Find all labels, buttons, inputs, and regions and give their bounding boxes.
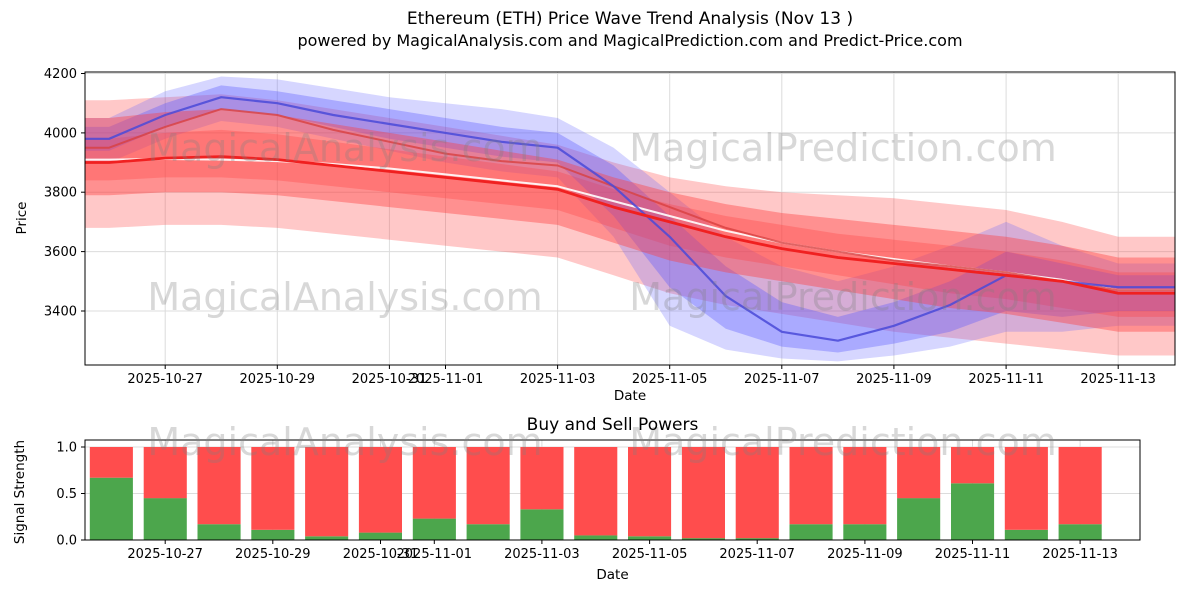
y-tick-label: 4000	[44, 126, 77, 141]
sell-power-bar	[789, 447, 833, 525]
chart-subtitle: powered by MagicalAnalysis.com and Magic…	[297, 31, 963, 50]
buy-power-bar	[897, 498, 941, 540]
sell-power-bar	[305, 447, 349, 537]
x-tick-label: 2025-11-11	[968, 372, 1044, 387]
sell-power-bar	[412, 447, 456, 519]
x-tick-label: 2025-11-09	[856, 372, 932, 387]
red-trend-line	[85, 155, 1175, 295]
x-tick-label: 2025-11-11	[935, 547, 1011, 562]
x-tick-label: 2025-10-27	[127, 372, 203, 387]
sell-power-bar	[843, 447, 887, 525]
buy-power-bar	[789, 524, 833, 540]
blue-band-inner	[85, 85, 1175, 353]
power-plot-border	[84, 439, 1141, 541]
sell-power-bar	[1004, 447, 1048, 530]
buy-power-bar	[735, 538, 779, 540]
y-tick-label: 1.0	[56, 441, 77, 456]
price-plot-border	[84, 71, 1176, 366]
sell-power-bar	[358, 447, 402, 533]
y-tick-label: 3400	[44, 305, 77, 320]
sell-power-bar	[735, 447, 779, 539]
x-tick-label: 2025-11-01	[408, 372, 484, 387]
x-tick-label: 2025-11-13	[1042, 547, 1118, 562]
buy-power-bar	[681, 538, 725, 540]
sell-power-bar	[628, 447, 672, 537]
buy-power-bar	[251, 529, 295, 540]
y-tick-label: 3600	[44, 245, 77, 260]
x-tick-label: 2025-10-31	[352, 372, 428, 387]
buy-power-bar	[412, 518, 456, 540]
y-tick-label: 4200	[44, 67, 77, 82]
buy-power-bar	[1058, 524, 1102, 540]
red-band-mid	[85, 129, 1175, 317]
y-tick-label: 0.5	[56, 487, 77, 502]
buy-power-bar	[1004, 529, 1048, 540]
red-band-inner	[85, 109, 1175, 332]
sell-power-bar	[143, 447, 187, 499]
x-tick-label: 2025-11-13	[1080, 372, 1156, 387]
buy-power-bar	[197, 524, 241, 540]
price-x-axis-label: Date	[613, 388, 647, 404]
buy-power-bar	[520, 509, 564, 540]
buy-power-bar	[574, 535, 618, 540]
x-tick-label: 2025-10-31	[343, 547, 419, 562]
x-tick-label: 2025-10-29	[235, 547, 311, 562]
sell-power-bar	[251, 447, 295, 530]
price-chart: 3400 3600 3800 4000 4200 2025-10-27 2025-10-29…	[44, 67, 1176, 387]
red-band-outer	[85, 94, 1175, 356]
buy-power-bar	[628, 536, 672, 540]
sell-power-bar	[951, 447, 995, 484]
buy-power-bar	[466, 524, 510, 540]
blue-forecast-line	[85, 96, 1175, 342]
sell-power-bar	[681, 447, 725, 539]
buy-power-bar	[358, 532, 402, 540]
buy-power-bar	[143, 498, 187, 540]
x-tick-label: 2025-11-09	[827, 547, 903, 562]
chart-title: Ethereum (ETH) Price Wave Trend Analysis…	[406, 9, 854, 29]
y-tick-label: 3800	[44, 186, 77, 201]
x-tick-label: 2025-11-05	[612, 547, 688, 562]
x-tick-label: 2025-11-01	[397, 547, 473, 562]
power-chart-title: Buy and Sell Powers	[526, 415, 699, 435]
sell-power-bar	[197, 447, 241, 525]
x-tick-label: 2025-10-27	[127, 547, 203, 562]
buy-power-bar	[843, 524, 887, 540]
sell-power-bar	[520, 447, 564, 510]
x-tick-label: 2025-11-07	[744, 372, 820, 387]
sell-power-bar	[897, 447, 941, 499]
price-y-axis-label: Price	[14, 201, 30, 235]
sell-power-bar	[89, 447, 133, 478]
sell-power-bar	[466, 447, 510, 525]
power-x-axis-label: Date	[596, 567, 629, 583]
x-tick-label: 2025-11-03	[520, 372, 596, 387]
sell-power-bar	[1058, 447, 1102, 525]
y-tick-label: 0.0	[56, 534, 77, 549]
buy-power-bar	[305, 536, 349, 540]
power-y-axis-label: Signal Strength	[12, 439, 28, 545]
x-tick-label: 2025-11-03	[504, 547, 580, 562]
x-tick-label: 2025-11-05	[632, 372, 708, 387]
sell-power-bar	[574, 447, 618, 536]
blue-band-outer	[85, 76, 1175, 362]
x-tick-label: 2025-11-07	[719, 547, 795, 562]
x-tick-label: 2025-10-29	[240, 372, 316, 387]
buy-power-bar	[951, 483, 995, 540]
buy-power-bar	[89, 477, 133, 540]
